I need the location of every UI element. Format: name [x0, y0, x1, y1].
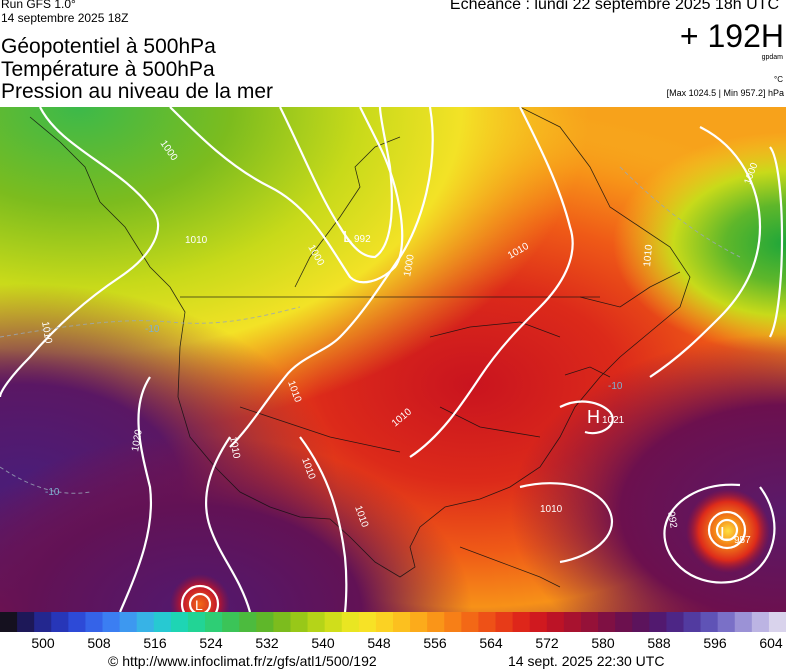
color-scale-tick-label: 532: [255, 635, 279, 651]
high-pressure-letter: H: [587, 407, 600, 427]
color-scale-swatch: [136, 612, 155, 632]
temperature-label: -10: [608, 381, 623, 392]
color-scale-swatch: [751, 612, 770, 632]
color-scale-tick-label: 548: [367, 635, 391, 651]
low-pressure-letter: L: [720, 524, 730, 544]
isobar-label: 1020: [130, 428, 145, 452]
color-scale-swatch: [102, 612, 121, 632]
color-scale-swatch: [17, 612, 35, 632]
color-scale-swatch: [683, 612, 702, 632]
color-scale-swatch: [461, 612, 480, 632]
color-scale-ticks: 500 508 516 524 532 540 548 556 564 572 580 588 596 6…: [0, 635, 786, 651]
color-scale-swatch: [495, 612, 514, 632]
color-scale-swatch: [393, 612, 411, 632]
color-scale-tick-label: 572: [535, 635, 559, 651]
color-scale-tick-label: 556: [423, 635, 447, 651]
low-pressure-letter: L: [195, 597, 203, 612]
low-pressure-value: 992: [354, 234, 371, 245]
color-scale-swatch: [717, 612, 736, 632]
color-scale-tick-label: 508: [87, 635, 111, 651]
temperature-label: -10: [145, 324, 160, 335]
valid-time: Echéance : lundi 22 septembre 2025 18h U…: [449, 0, 779, 13]
map-title-pressure: Pression au niveau de la mer: [1, 80, 273, 103]
run-date: 14 septembre 2025 18Z: [1, 11, 129, 25]
color-scale-swatch: [427, 612, 445, 632]
color-scale-swatch: [0, 612, 18, 632]
run-label: Run GFS 1.0°: [1, 0, 76, 11]
color-scale-swatch: [734, 612, 753, 632]
color-scale-tick-label: 604: [759, 635, 783, 651]
color-scale-swatch: [68, 612, 87, 632]
color-scale-tick-label: 580: [591, 635, 615, 651]
color-scale-swatch: [51, 612, 69, 632]
color-scale-swatch: [290, 612, 309, 632]
weather-map: 1000 1010 1000 1000 1010 1000 1010 1010 …: [0, 107, 786, 612]
pressure-max-min: [Max 1024.5 | Min 957.2] hPa: [666, 88, 784, 98]
color-scale-swatch: [546, 612, 565, 632]
color-scale-swatch: [512, 612, 531, 632]
color-scale-swatch: [529, 612, 548, 632]
color-scale-swatch: [700, 612, 719, 632]
color-scale-swatch: [222, 612, 240, 632]
color-scale-swatch: [324, 612, 343, 632]
color-scale-swatch: [256, 612, 274, 632]
color-scale-tick-label: 588: [647, 635, 671, 651]
isobar-label: 1010: [185, 235, 208, 246]
map-title-temperature: Température à 500hPa: [1, 58, 215, 81]
color-scale-swatch: [85, 612, 104, 632]
color-scale-swatch: [410, 612, 428, 632]
low-pressure-letter: L: [343, 229, 352, 246]
isobar-label: 1010: [642, 244, 655, 268]
forecast-hour: + 192H: [679, 18, 784, 54]
color-scale-swatch: [649, 612, 667, 632]
color-scale-swatch: [444, 612, 462, 632]
color-scale-swatch: [307, 612, 326, 632]
color-scale-tick-label: 564: [479, 635, 503, 651]
color-scale-swatch: [239, 612, 257, 632]
generated-timestamp: 14 sept. 2025 22:30 UTC: [508, 653, 665, 669]
color-scale-swatch: [170, 612, 189, 632]
unit-temperature: °C: [774, 75, 783, 84]
map-title-geopotential: Géopotentiel à 500hPa: [1, 35, 216, 58]
color-scale-swatch: [375, 612, 394, 632]
color-scale-tick-label: 516: [143, 635, 167, 651]
isobar-label: 1010: [227, 436, 242, 460]
color-scale-swatch: [153, 612, 172, 632]
color-scale-swatch: [632, 612, 650, 632]
color-scale-swatch: [205, 612, 223, 632]
isobar-label: 1010: [39, 321, 54, 345]
color-scale-tick-label: 596: [703, 635, 727, 651]
color-scale-tick-label: 524: [199, 635, 223, 651]
temperature-label: -10: [45, 487, 60, 498]
color-scale: [0, 612, 786, 632]
color-scale-swatch: [598, 612, 616, 632]
color-scale-swatch: [768, 612, 786, 632]
color-scale-swatch: [580, 612, 599, 632]
low-pressure-value: 957: [734, 535, 751, 546]
color-scale-swatch: [666, 612, 685, 632]
isobar-label: 1000: [402, 253, 417, 277]
color-scale-swatch: [34, 612, 52, 632]
color-scale-swatch: [478, 612, 497, 632]
isobar-label: 992: [665, 511, 679, 530]
color-scale-swatch: [187, 612, 206, 632]
isobar-label: 1010: [540, 504, 563, 515]
color-scale-swatch: [358, 612, 377, 632]
color-scale-tick-label: 500: [31, 635, 55, 651]
color-scale-swatch: [341, 612, 360, 632]
unit-geopotential: gpdam: [761, 54, 783, 61]
source-credit: © http://www.infoclimat.fr/z/gfs/atl1/50…: [108, 653, 377, 669]
color-scale-swatch: [615, 612, 633, 632]
color-scale-swatch: [119, 612, 138, 632]
color-scale-swatch: [273, 612, 292, 632]
high-pressure-value: 1021: [602, 415, 625, 426]
color-scale-swatch: [563, 612, 582, 632]
color-scale-tick-label: 540: [311, 635, 335, 651]
